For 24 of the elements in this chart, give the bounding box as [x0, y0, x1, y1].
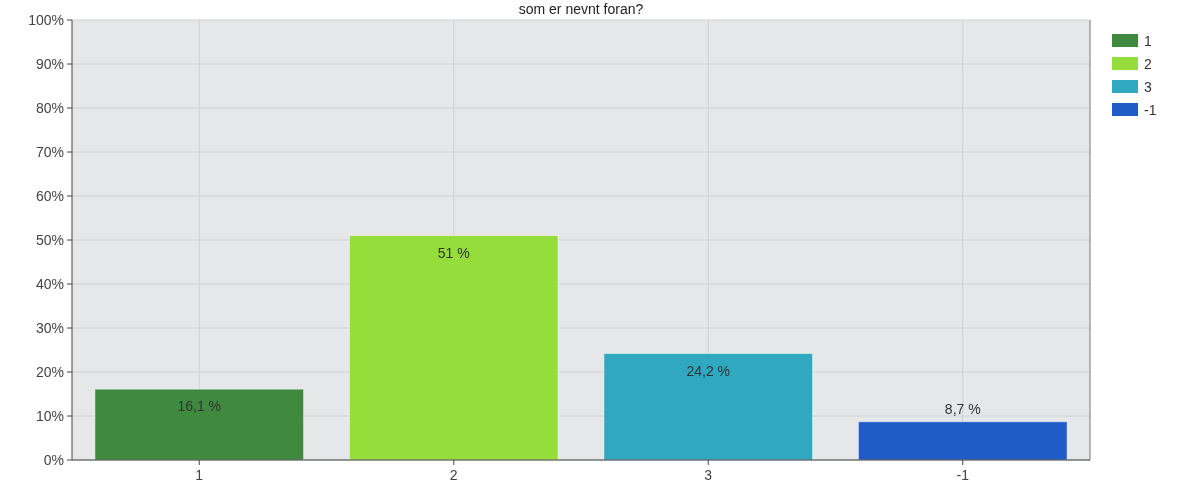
data-label: 24,2 %: [686, 362, 731, 379]
legend-label: 2: [1144, 55, 1152, 72]
legend-label: -1: [1144, 101, 1157, 118]
x-tick-label: 2: [449, 467, 458, 483]
x-tick-label: 3: [704, 467, 713, 483]
y-tick-label: 40%: [35, 275, 64, 292]
y-tick-label: 100%: [28, 11, 64, 28]
data-label: 16,1 %: [177, 398, 222, 415]
y-tick-label: 70%: [35, 143, 64, 160]
legend-label: 1: [1144, 32, 1152, 49]
x-tick-label: -1: [956, 467, 970, 483]
x-tick-label: 1: [195, 467, 204, 483]
data-label: 51 %: [437, 244, 470, 261]
y-tick-label: 0%: [43, 451, 64, 468]
legend-label: 3: [1144, 78, 1152, 95]
y-tick-label: 60%: [35, 187, 64, 204]
y-tick-label: 20%: [35, 363, 64, 380]
chart-title: som er nevnt foran?: [518, 1, 644, 17]
y-tick-label: 50%: [35, 231, 64, 248]
y-tick-label: 10%: [35, 407, 64, 424]
data-label: 8,7 %: [944, 400, 981, 417]
y-tick-label: 30%: [35, 319, 64, 336]
y-tick-label: 90%: [35, 55, 64, 72]
y-tick-label: 80%: [35, 99, 64, 116]
